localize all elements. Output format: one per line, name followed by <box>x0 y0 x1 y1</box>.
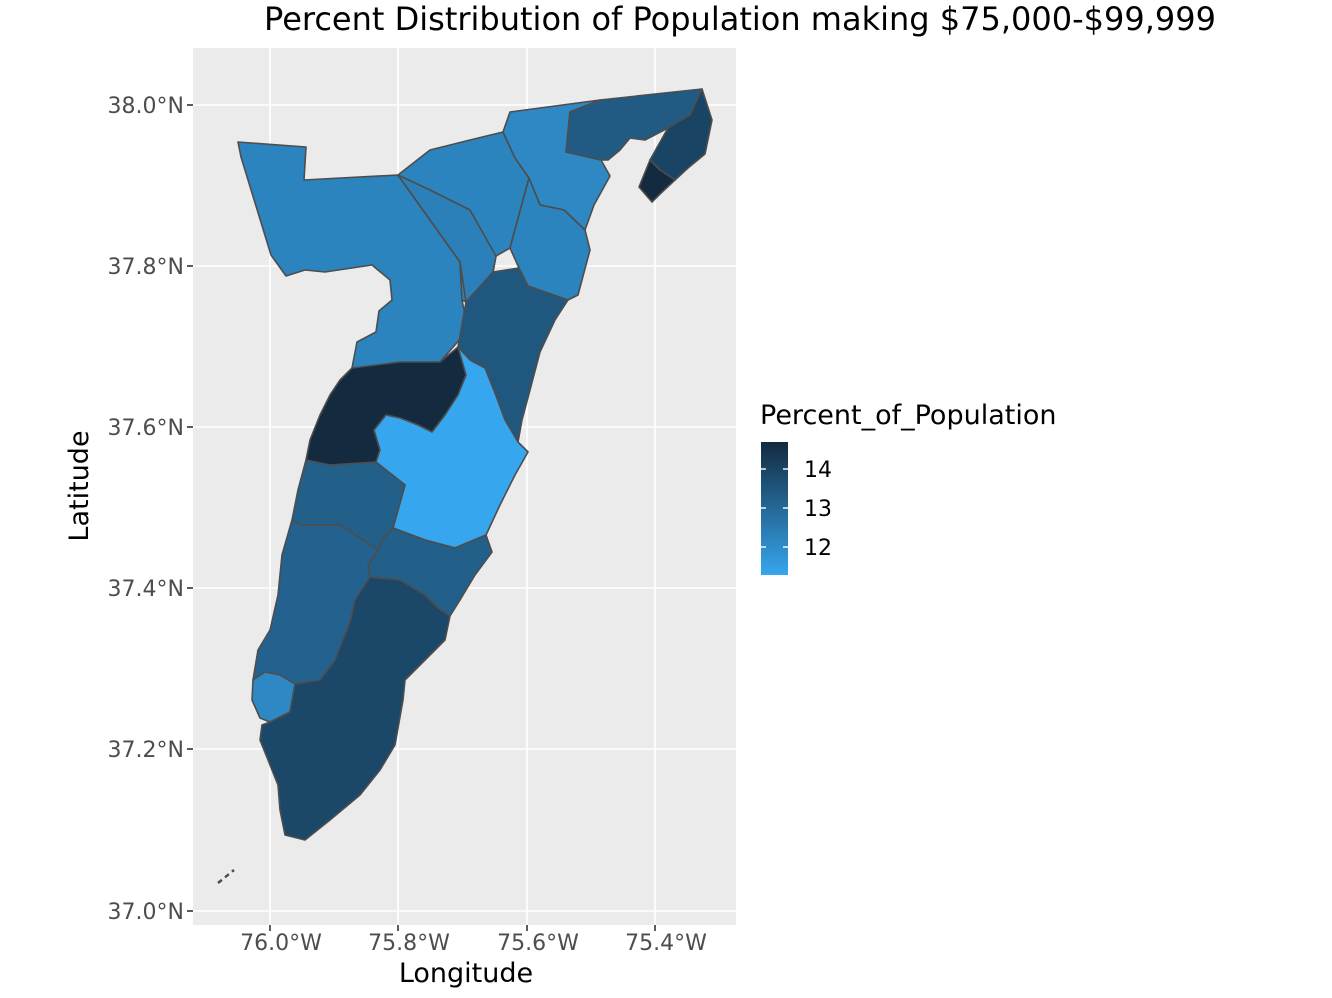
x-tick-label: 75.6°W <box>497 931 579 956</box>
legend: Percent_of_Population 14 13 12 <box>760 400 1056 575</box>
y-tick-label: 37.6°N <box>108 416 184 441</box>
region-south <box>259 576 451 841</box>
x-axis: 76.0°W 75.8°W 75.6°W 75.4°W <box>240 925 707 956</box>
legend-tick-label: 13 <box>804 497 832 522</box>
x-axis-title: Longitude <box>399 958 533 989</box>
legend-tick-label: 14 <box>804 458 832 483</box>
y-axis: 37.0°N 37.2°N 37.4°N 37.6°N 37.8°N 38.0°… <box>108 94 193 925</box>
regions <box>237 88 713 841</box>
y-tick-label: 37.0°N <box>108 900 184 925</box>
region-north-inner <box>397 174 497 303</box>
chart-title: Percent Distribution of Population makin… <box>264 0 1216 38</box>
island-mark <box>217 869 235 884</box>
x-tick-label: 75.8°W <box>368 931 450 956</box>
region-tip-northeast <box>638 159 676 203</box>
legend-title: Percent_of_Population <box>760 400 1056 431</box>
y-tick-label: 38.0°N <box>108 94 184 119</box>
x-tick-label: 76.0°W <box>240 931 322 956</box>
region-northeast-inner <box>509 177 591 301</box>
x-tick-label: 75.4°W <box>625 931 707 956</box>
y-tick-label: 37.4°N <box>108 577 184 602</box>
legend-tick-label: 12 <box>804 536 832 561</box>
y-tick-label: 37.2°N <box>108 738 184 763</box>
y-tick-label: 37.8°N <box>108 255 184 280</box>
y-axis-title: Latitude <box>64 430 95 541</box>
